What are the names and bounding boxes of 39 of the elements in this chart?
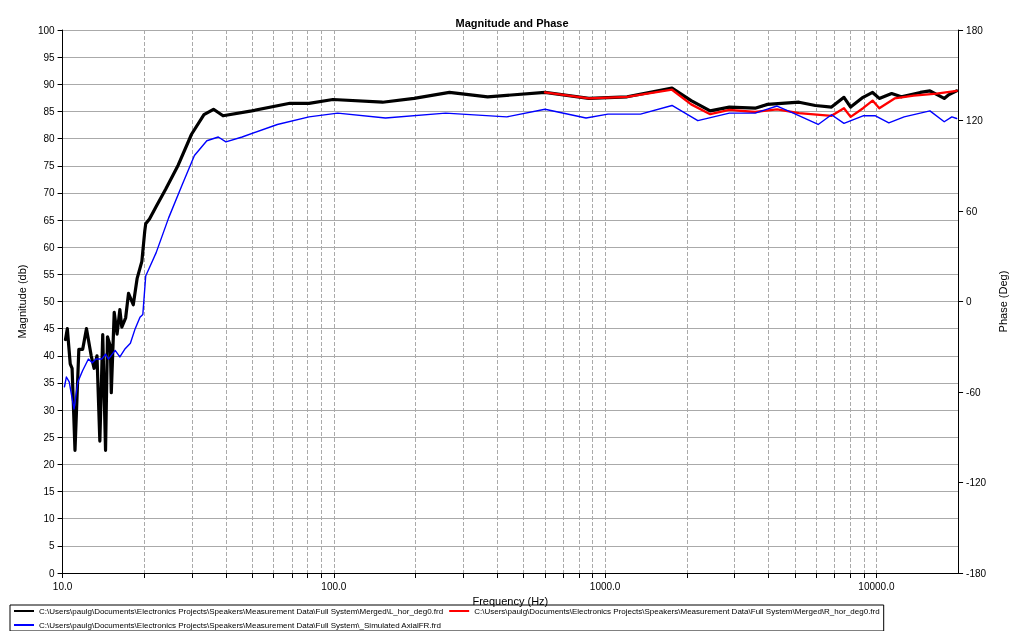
y-tick-label: 65 <box>43 214 56 226</box>
y-tick-label: 35 <box>43 377 56 389</box>
y-tick-label: 10 <box>43 513 56 525</box>
y-tick-label: 20 <box>43 458 56 470</box>
y-tick-label: 40 <box>43 350 56 362</box>
y2-tick-label: 0 <box>966 296 973 307</box>
chart-title: Magnitude and Phase <box>455 16 569 29</box>
x-tick-label: 10000.0 <box>858 580 895 592</box>
y2-tick-label: -120 <box>966 477 987 488</box>
y-tick-label: 5 <box>49 540 56 552</box>
y-tick-label: 100 <box>37 24 56 36</box>
y2-tick-label: -60 <box>966 386 981 398</box>
y2-tick-label: -180 <box>966 567 987 579</box>
y-tick-label: 95 <box>43 51 56 63</box>
y-tick-label: 55 <box>43 268 56 280</box>
legend-label: C:\Users\paulg\Documents\Electronics Projects\Speakers\Measurement Data\Full System\Merged\R_hor_deg0.frd <box>474 606 880 616</box>
y2-axis-title: Phase (Deg) <box>996 270 1009 333</box>
y-tick-label: 85 <box>43 105 56 117</box>
y-tick-label: 90 <box>43 78 56 90</box>
y-tick-label: 15 <box>43 486 56 498</box>
y-tick-label: 75 <box>43 160 56 172</box>
y-axis-title: Magnitude (db) <box>15 264 28 339</box>
legend-label: C:\Users\paulg\Documents\Electronics Projects\Speakers\Measurement Data\Full System\_Simulated AxialFR.frd <box>39 620 441 630</box>
y-tick-label: 50 <box>43 296 56 307</box>
x-tick-label: 10.0 <box>52 580 73 592</box>
y-tick-label: 70 <box>43 187 56 199</box>
y-tick-label: 30 <box>43 404 56 416</box>
x-tick-label: 100.0 <box>321 580 347 592</box>
y-tick-label: 80 <box>43 133 56 145</box>
x-axis-title: Frequency (Hz) <box>472 595 549 608</box>
y2-tick-label: 180 <box>966 24 984 36</box>
y-tick-label: 0 <box>49 567 56 579</box>
y2-tick-label: 120 <box>966 115 984 126</box>
y-tick-label: 45 <box>43 323 56 335</box>
y-tick-label: 60 <box>43 241 56 253</box>
x-tick-label: 1000.0 <box>589 580 621 592</box>
legend-label: C:\Users\paulg\Documents\Electronics Projects\Speakers\Measurement Data\Full System\Merged\L_hor_deg0.frd <box>39 606 444 616</box>
y-tick-label: 25 <box>43 431 56 443</box>
y2-tick-label: 60 <box>966 205 978 217</box>
